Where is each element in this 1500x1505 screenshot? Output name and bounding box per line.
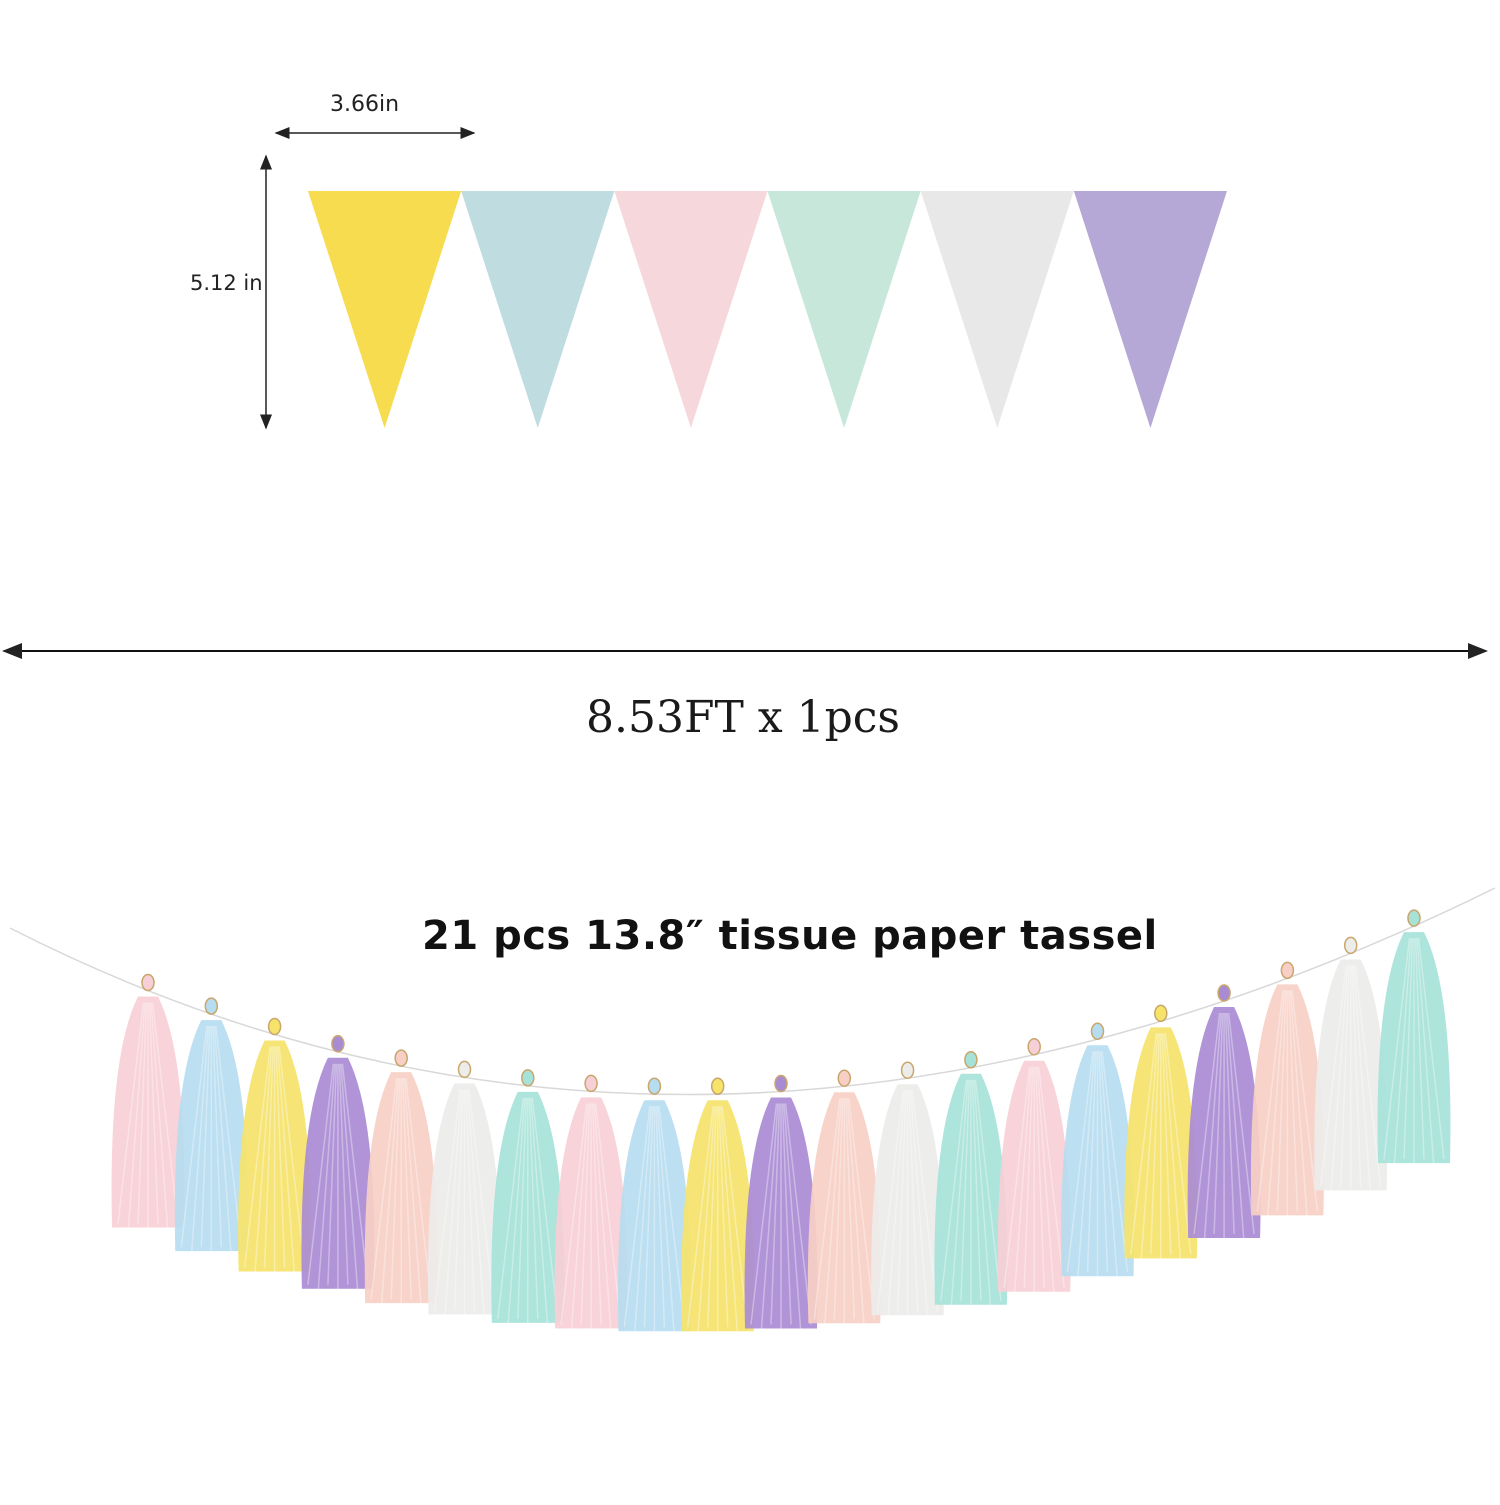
tissue-tassel: [238, 1017, 312, 1278]
tissue-tassel: [1377, 909, 1451, 1170]
tissue-tassel: [301, 1035, 375, 1295]
tissue-tassel: [617, 1077, 691, 1338]
tissue-tassel: [1124, 1004, 1198, 1265]
pennant-flag: [308, 191, 462, 428]
tissue-tassel: [997, 1037, 1071, 1298]
tissue-tassel: [111, 973, 185, 1234]
tissue-tassel: [174, 997, 248, 1258]
pennant-flag: [614, 191, 768, 428]
tissue-tassel: [871, 1061, 945, 1322]
tissue-tassel: [491, 1069, 565, 1329]
tassel-garland: [111, 909, 1451, 1338]
pennant-flag: [461, 191, 615, 428]
tissue-tassel: [807, 1069, 881, 1330]
pennant-height-label: 5.12 in: [190, 271, 263, 295]
tissue-tassel: [428, 1060, 501, 1321]
tissue-tassel: [1314, 936, 1388, 1197]
pennant-width-label: 3.66in: [330, 92, 400, 117]
tissue-tassel: [1187, 984, 1261, 1245]
tissue-tassel: [554, 1074, 628, 1335]
tissue-tassel: [364, 1049, 438, 1310]
tissue-tassel: [934, 1050, 1008, 1311]
tissue-tassel: [1061, 1022, 1134, 1283]
garland-string: [9, 887, 1496, 1096]
tissue-tassel: [744, 1074, 818, 1335]
pennant-flag: [767, 191, 921, 428]
banner-length-label: 8.53FT x 1pcs: [586, 692, 901, 743]
tassel-caption: 21 pcs 13.8″ tissue paper tassel: [422, 913, 1158, 959]
pennant-flag: [1073, 191, 1227, 428]
tissue-tassel: [681, 1077, 755, 1338]
pennant-flag: [920, 191, 1074, 428]
tissue-tassel: [1250, 961, 1324, 1222]
pennant-banner: [308, 191, 1227, 428]
